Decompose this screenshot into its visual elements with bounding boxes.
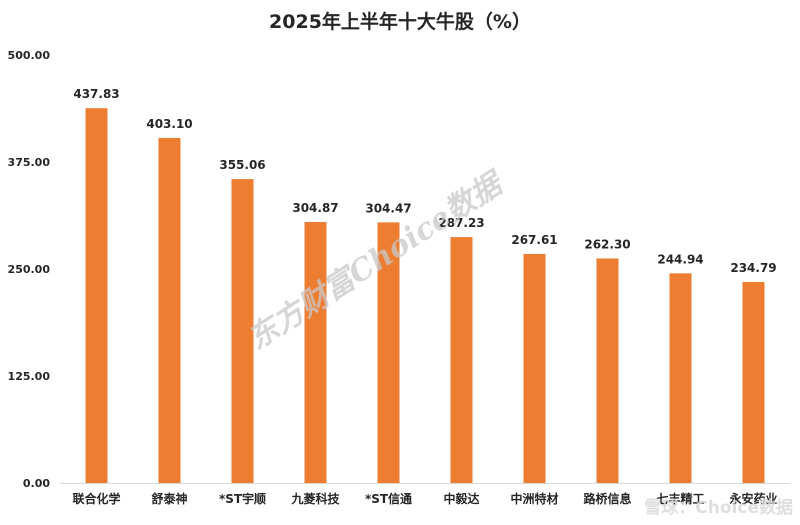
x-tick-label: 七丰精工 (656, 491, 704, 506)
bar (596, 258, 619, 483)
bar (377, 222, 400, 484)
data-label: 304.87 (292, 201, 338, 215)
x-tick-label: 路桥信息 (583, 491, 631, 506)
y-tick-label: 375.00 (8, 156, 51, 169)
y-tick-label: 500.00 (8, 49, 51, 62)
data-label: 355.06 (219, 158, 265, 172)
data-label: 244.94 (657, 252, 703, 266)
x-tick-label: 中毅达 (443, 491, 479, 506)
y-tick-label: 0.00 (23, 477, 50, 490)
data-label: 287.23 (438, 216, 484, 230)
x-tick-label: 中洲特材 (510, 491, 558, 506)
x-tick-label: *ST宇顺 (219, 491, 266, 506)
bar (304, 222, 327, 483)
data-label: 403.10 (146, 117, 192, 131)
bar (158, 137, 181, 483)
y-axis-ticks: 0.00 125.00 250.00 375.00 500.00 (8, 49, 51, 490)
bar (669, 273, 692, 483)
data-label: 267.61 (511, 233, 557, 247)
bar (523, 253, 546, 483)
bars-group (85, 108, 765, 484)
y-tick-label: 125.00 (8, 370, 51, 383)
x-tick-label: *ST信通 (365, 491, 412, 506)
bar (742, 282, 765, 483)
y-tick-label: 250.00 (8, 263, 51, 276)
bar (450, 237, 473, 483)
watermark-corner: 雪球：Choice数据 (644, 497, 793, 518)
x-axis-ticks: 联合化学 舒泰神 *ST宇顺 九菱科技 *ST信通 中毅达 中洲特材 路桥信息 七丰精工 永安药业 (72, 491, 777, 506)
data-label: 262.30 (584, 237, 630, 251)
data-label: 234.79 (730, 261, 776, 275)
x-tick-label: 舒泰神 (150, 491, 187, 506)
bar (231, 179, 254, 483)
data-label: 304.47 (365, 201, 411, 215)
bar (85, 108, 108, 483)
x-tick-label: 九菱科技 (290, 491, 340, 506)
data-label: 437.83 (73, 87, 119, 101)
x-tick-label: 联合化学 (72, 491, 120, 506)
chart-title: 2025年上半年十大牛股（%） (269, 10, 531, 33)
data-labels-group: 437.83 403.10 355.06 304.87 304.47 287.23 267.… (73, 87, 776, 275)
x-tick-label: 永安药业 (728, 491, 777, 506)
